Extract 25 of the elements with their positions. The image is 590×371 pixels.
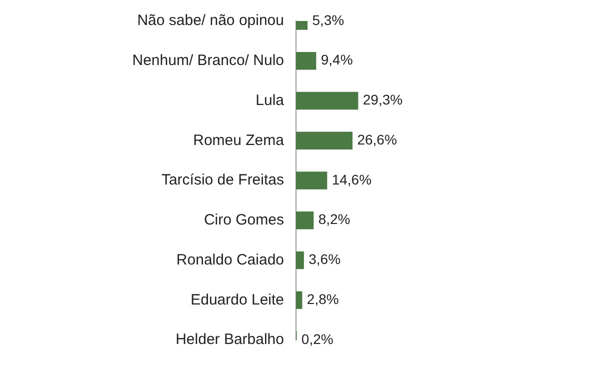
y-tick-label: Eduardo Leite — [190, 291, 284, 308]
bar — [296, 212, 314, 230]
data-label: 5,3% — [312, 12, 344, 28]
bar — [296, 132, 353, 150]
bar — [296, 52, 316, 70]
data-label: 8,2% — [318, 211, 350, 228]
y-tick-label: Ronaldo Caiado — [176, 251, 284, 268]
y-tick-label: Helder Barbalho — [176, 331, 284, 348]
y-tick-label: Ciro Gomes — [204, 212, 284, 229]
data-label: 26,6% — [357, 131, 397, 148]
data-label: 14,6% — [332, 171, 372, 188]
data-label: 0,2% — [301, 330, 334, 347]
data-label: 2,8% — [306, 290, 339, 307]
y-tick-label: Lula — [256, 92, 285, 109]
y-tick-label: Nenhum/ Branco/ Nulo — [132, 52, 284, 70]
bar — [296, 172, 328, 190]
bar — [296, 291, 302, 309]
y-tick-label: Não sabe/ não opinou — [137, 12, 284, 30]
y-tick-label: Romeu Zema — [193, 132, 285, 149]
bar — [296, 251, 304, 270]
bar — [296, 92, 358, 110]
data-label: 3,6% — [308, 251, 341, 268]
y-tick-label: Tarcísio de Freitas — [161, 172, 284, 189]
data-label: 9,4% — [320, 52, 353, 68]
data-label: 29,3% — [362, 92, 403, 108]
